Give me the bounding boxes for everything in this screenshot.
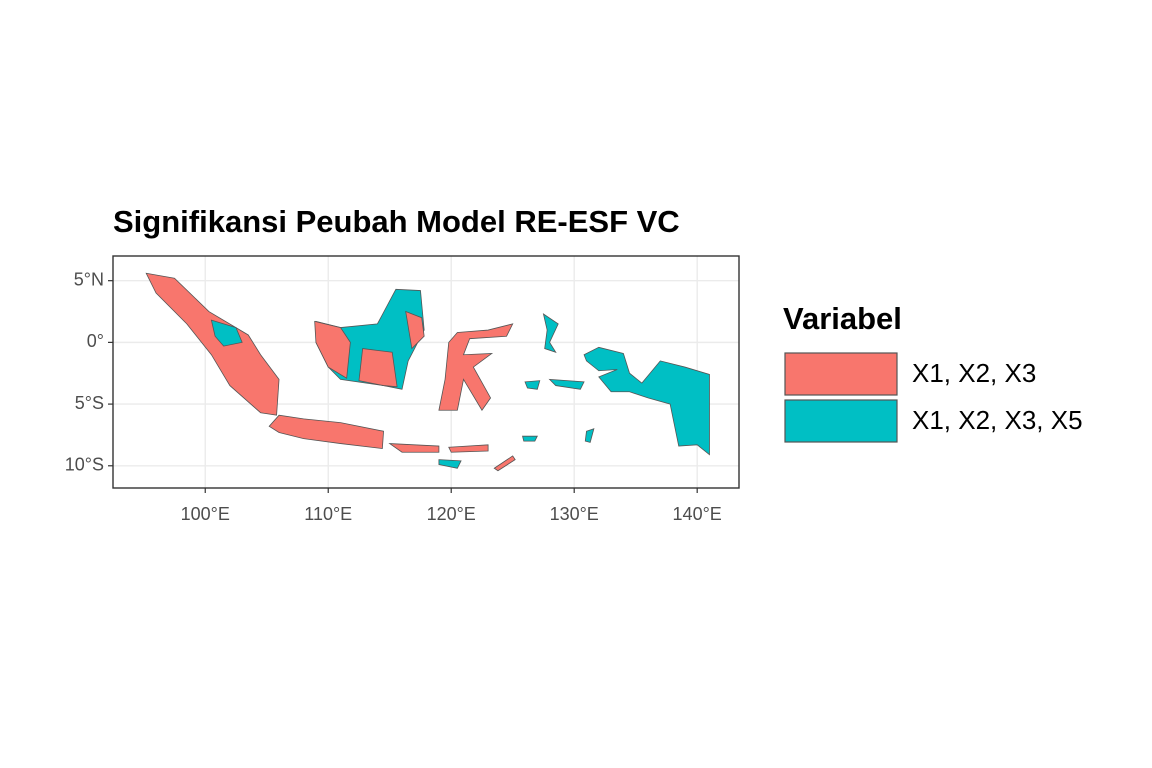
region	[145, 272, 280, 416]
legend-title: Variabel	[783, 301, 902, 336]
x-tick-label: 100°E	[181, 504, 230, 524]
legend-key	[784, 399, 898, 443]
y-tick-label: 5°S	[75, 393, 104, 413]
region	[584, 428, 595, 443]
x-tick-label: 110°E	[304, 504, 352, 524]
region	[438, 459, 462, 469]
x-tick-label: 130°E	[550, 504, 599, 524]
legend-key	[784, 352, 898, 396]
x-tick-label: 120°E	[427, 504, 476, 524]
region	[583, 346, 710, 456]
region	[268, 414, 384, 449]
x-tick-label: 140°E	[673, 504, 722, 524]
chart-title: Signifikansi Peubah Model RE-ESF VC	[113, 204, 680, 239]
region	[314, 320, 351, 379]
region	[210, 319, 243, 347]
region	[438, 323, 514, 411]
region	[548, 378, 585, 390]
y-tick-label: 0°	[87, 331, 104, 351]
y-tick-label: 10°S	[65, 455, 104, 475]
panel-border	[112, 255, 740, 489]
legend-label: X1, X2, X3, X5	[912, 405, 1083, 435]
region	[358, 348, 398, 388]
region	[388, 443, 440, 453]
region	[524, 380, 541, 390]
region	[493, 455, 516, 472]
region	[542, 313, 559, 353]
region	[522, 435, 538, 442]
y-tick-label: 5°N	[74, 269, 104, 289]
region	[405, 310, 425, 350]
legend-label: X1, X2, X3	[912, 358, 1036, 388]
region	[448, 444, 489, 453]
panel	[113, 256, 739, 488]
